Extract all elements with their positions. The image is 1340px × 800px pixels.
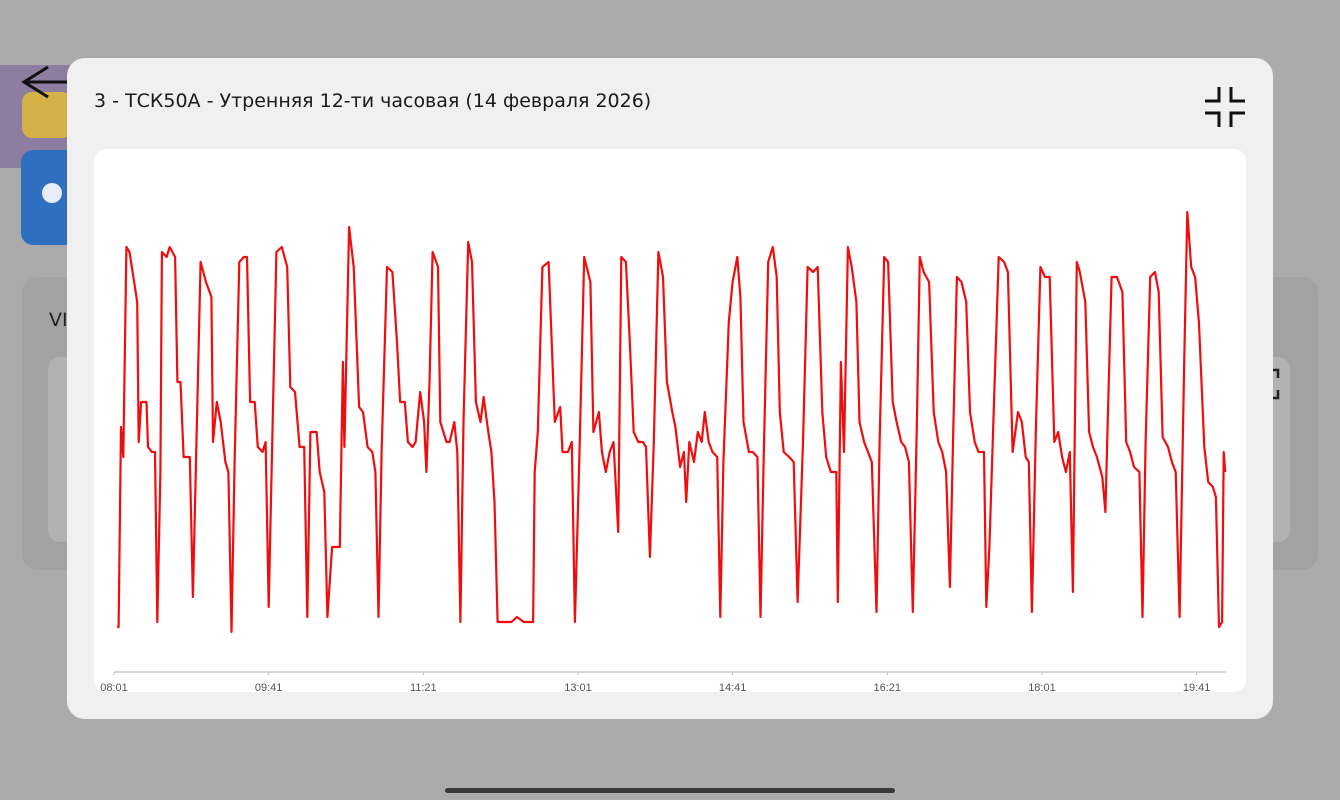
x-tick-label: 18:01 [1028, 682, 1056, 694]
background-card-label: VI [49, 309, 68, 331]
x-tick-label: 11:21 [410, 682, 437, 694]
home-indicator [445, 788, 895, 793]
x-tick-label: 13:01 [564, 682, 592, 694]
x-tick-label: 14:41 [719, 682, 747, 694]
x-tick-label: 09:41 [255, 682, 283, 694]
x-tick-label: 16:21 [874, 682, 902, 694]
collapse-button[interactable] [1205, 87, 1245, 127]
series-line [117, 210, 1227, 634]
back-arrow[interactable] [21, 65, 70, 99]
dialog-title: 3 - ТСК50А - Утренняя 12-ти часовая (14 … [94, 90, 651, 112]
x-tick-label: 08:01 [100, 682, 128, 694]
sun-icon [42, 183, 62, 203]
chart-card [94, 149, 1246, 692]
x-tick-label: 19:41 [1183, 682, 1211, 694]
app-icon [22, 92, 72, 138]
